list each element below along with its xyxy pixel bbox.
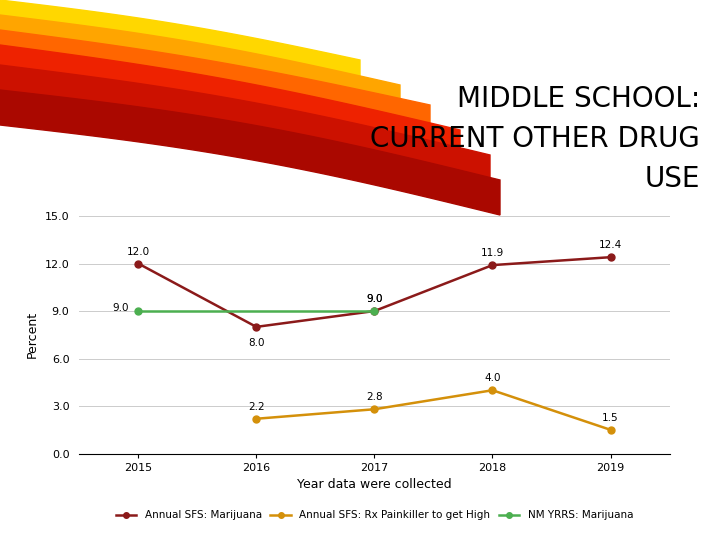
Text: 12.0: 12.0 <box>127 247 150 256</box>
Text: 8.0: 8.0 <box>248 338 264 348</box>
Annual SFS: Rx Painkiller to get High: (2.02e+03, 1.5): Rx Painkiller to get High: (2.02e+03, 1.… <box>606 427 615 433</box>
Annual SFS: Marijuana: (2.02e+03, 11.9): Marijuana: (2.02e+03, 11.9) <box>488 262 497 268</box>
Text: 9.0: 9.0 <box>112 303 128 313</box>
Annual SFS: Marijuana: (2.02e+03, 12.4): Marijuana: (2.02e+03, 12.4) <box>606 254 615 260</box>
Polygon shape <box>0 15 400 107</box>
Polygon shape <box>0 30 430 125</box>
Y-axis label: Percent: Percent <box>26 311 39 359</box>
Line: Annual SFS: Rx Painkiller to get High: Annual SFS: Rx Painkiller to get High <box>253 387 614 433</box>
NM YRRS: Marijuana: (2.02e+03, 9): Marijuana: (2.02e+03, 9) <box>370 308 379 314</box>
Text: 9.0: 9.0 <box>366 294 382 304</box>
Text: 12.4: 12.4 <box>599 240 622 250</box>
Text: 2.2: 2.2 <box>248 402 265 412</box>
Annual SFS: Rx Painkiller to get High: (2.02e+03, 4): Rx Painkiller to get High: (2.02e+03, 4) <box>488 387 497 394</box>
Text: CURRENT OTHER DRUG: CURRENT OTHER DRUG <box>370 125 700 153</box>
Annual SFS: Marijuana: (2.02e+03, 8): Marijuana: (2.02e+03, 8) <box>252 323 261 330</box>
Legend: Annual SFS: Marijuana, Annual SFS: Rx Painkiller to get High, NM YRRS: Marijuana: Annual SFS: Marijuana, Annual SFS: Rx Pa… <box>112 507 637 525</box>
Text: 4.0: 4.0 <box>485 373 500 383</box>
Annual SFS: Marijuana: (2.02e+03, 9): Marijuana: (2.02e+03, 9) <box>370 308 379 314</box>
Text: USE: USE <box>644 165 700 193</box>
Polygon shape <box>0 90 500 215</box>
Annual SFS: Rx Painkiller to get High: (2.02e+03, 2.2): Rx Painkiller to get High: (2.02e+03, 2.… <box>252 415 261 422</box>
NM YRRS: Marijuana: (2.02e+03, 9): Marijuana: (2.02e+03, 9) <box>134 308 143 314</box>
Polygon shape <box>0 45 460 155</box>
Polygon shape <box>0 65 490 185</box>
Line: NM YRRS: Marijuana: NM YRRS: Marijuana <box>135 308 378 314</box>
Text: 11.9: 11.9 <box>481 248 504 258</box>
Text: MIDDLE SCHOOL:: MIDDLE SCHOOL: <box>456 85 700 113</box>
X-axis label: Year data were collected: Year data were collected <box>297 478 451 491</box>
Text: 2.8: 2.8 <box>366 392 383 402</box>
Text: 9.0: 9.0 <box>366 294 382 304</box>
Annual SFS: Rx Painkiller to get High: (2.02e+03, 2.8): Rx Painkiller to get High: (2.02e+03, 2.… <box>370 406 379 413</box>
Line: Annual SFS: Marijuana: Annual SFS: Marijuana <box>135 254 614 330</box>
Polygon shape <box>0 0 360 78</box>
Annual SFS: Marijuana: (2.02e+03, 12): Marijuana: (2.02e+03, 12) <box>134 260 143 267</box>
Text: 1.5: 1.5 <box>602 413 619 423</box>
